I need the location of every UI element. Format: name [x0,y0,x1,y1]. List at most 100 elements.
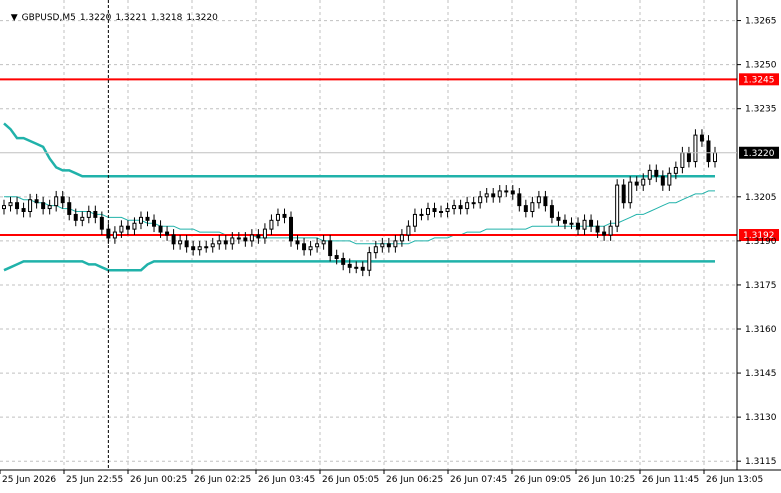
candle [445,202,450,218]
candle-body [86,211,91,218]
candle-body [178,240,183,245]
candle [125,220,130,235]
candle-body [197,246,202,251]
candle [73,208,78,227]
bollinger-lower-line [3,260,715,272]
candle-body [647,169,652,180]
dropdown-triangle-icon[interactable]: ▼ [10,13,18,23]
candle-body [249,234,254,242]
candle [589,214,594,233]
candle [112,226,117,244]
candle [399,229,404,247]
candle-body [713,152,717,163]
candle-body [47,205,52,210]
candle-body [445,208,450,212]
candle-body [667,172,672,186]
candle [465,196,470,215]
candle-body [2,205,6,210]
x-tick-label: 25 Jun 22:55 [66,475,123,485]
candle-body [21,208,26,212]
candle-body [393,240,398,248]
candle [615,179,620,233]
candle [282,208,287,224]
candle-body [282,213,287,218]
x-tick-label: 26 Jun 13:05 [706,475,763,485]
candle [99,211,104,235]
candle-body [269,219,274,230]
candle [406,220,411,241]
candle [15,196,20,215]
candle-body [275,213,280,221]
level-label-box [739,229,779,241]
candle [386,237,391,253]
x-tick-label: 26 Jun 03:45 [258,475,315,485]
candle [60,190,65,209]
candle [262,223,267,244]
candle [412,208,417,233]
candle [171,229,176,250]
candle-body [204,246,209,249]
candle-body [112,231,117,239]
candle-body [673,166,678,174]
candle [197,240,202,256]
candle-body [217,240,222,245]
candle [347,258,352,274]
candle-body [504,190,509,193]
candle-body [308,246,313,251]
candle [439,205,444,218]
current-price-label: 1.3220 [743,149,775,159]
candle-body [158,225,163,233]
candle-body [608,225,613,236]
horizontal-levels[interactable]: 1.3245 1.3192 [0,73,779,241]
candle-body [589,219,594,227]
candle-body [28,199,33,212]
y-tick-label: 1.3265 [745,17,777,27]
candle [530,196,535,218]
candle [425,202,430,221]
candle-body [289,216,294,242]
candle [497,185,502,203]
candle-body [223,240,228,245]
candle-body [458,205,463,210]
candle-body [699,134,704,142]
current-price-box [739,146,779,159]
candle-body [484,193,489,198]
candle [41,196,46,215]
x-tick-label: 26 Jun 05:05 [322,475,379,485]
candle [223,235,228,250]
candle-body [367,252,372,271]
candle-body [419,213,424,216]
candle-body [210,243,215,248]
candle [289,211,294,247]
candle [302,237,307,256]
candle-body [34,199,39,204]
candle [145,211,150,227]
candle [158,220,163,238]
candle [380,237,385,253]
candle-body [543,196,548,207]
candle [334,249,339,265]
candle-body [341,258,346,265]
candle-body [530,202,535,212]
candle-body [706,140,711,163]
x-tick-label: 26 Jun 06:25 [386,475,443,485]
candle-body [562,219,567,224]
candle-body [80,216,85,221]
candle [595,220,600,238]
candle-body [152,219,157,227]
candle [256,229,261,244]
x-tick-label: 26 Jun 09:05 [514,475,571,485]
candle [510,185,515,200]
x-tick-label: 26 Jun 10:25 [578,475,635,485]
bollinger-upper-line [3,122,715,178]
candle [8,196,13,212]
candle-body [536,196,541,204]
candle-body [523,205,528,212]
candle [138,211,143,230]
candle [699,129,704,147]
candle [184,235,189,253]
symbol-header: ▼ GBPUSD,M5 1.3220 1.3221 1.3218 1.3220 [5,3,222,23]
